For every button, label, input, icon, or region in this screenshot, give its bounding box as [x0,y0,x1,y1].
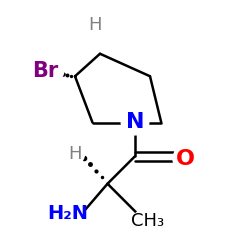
Text: Br: Br [32,61,58,81]
Text: H: H [88,16,102,34]
Text: N: N [126,112,144,132]
Text: O: O [176,149,195,169]
Ellipse shape [173,146,197,171]
Ellipse shape [121,110,149,135]
Text: H₂N: H₂N [47,204,88,223]
Ellipse shape [86,14,104,36]
Ellipse shape [26,59,64,84]
Text: CH₃: CH₃ [131,212,164,230]
Ellipse shape [132,209,162,234]
Ellipse shape [66,143,84,164]
Ellipse shape [51,202,84,226]
Text: H: H [68,145,82,163]
